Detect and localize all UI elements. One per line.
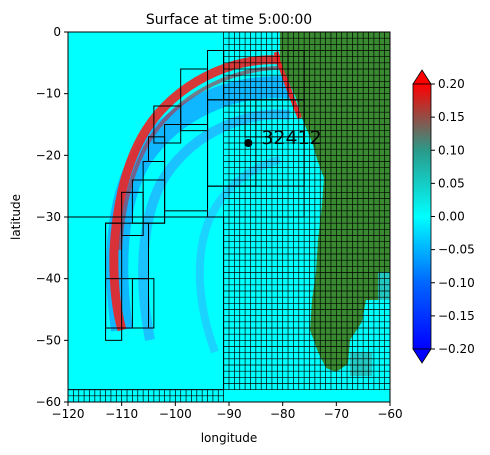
fine-grid-coastal xyxy=(223,32,390,391)
wave-inner-ring-2 xyxy=(195,156,281,354)
patch-crest-7 xyxy=(121,191,144,236)
x-axis: −120 −110 −100 −90 −80 −70 −60 xyxy=(52,402,403,421)
x-tick-label: −110 xyxy=(105,407,138,421)
land-sea-shading xyxy=(350,272,390,376)
wave-coastal-crest xyxy=(273,51,303,119)
x-tick-label: −60 xyxy=(377,407,402,421)
y-tick-label: −10 xyxy=(36,87,61,101)
gauge-marker xyxy=(244,139,253,147)
colorbar-tick-label: −0.20 xyxy=(438,342,475,356)
patch-mid-top-left xyxy=(223,50,289,101)
plot-area xyxy=(68,32,390,402)
y-tick-label: −60 xyxy=(36,395,61,409)
x-tick-label: −100 xyxy=(159,407,192,421)
y-tick-label: −20 xyxy=(36,148,61,162)
x-tick-label: −80 xyxy=(270,407,295,421)
colorbar-extend-max xyxy=(412,69,432,85)
colorbar-tick-label: −0.10 xyxy=(438,276,475,290)
land-south-america xyxy=(280,32,390,372)
wave-crest-shadow xyxy=(118,65,289,251)
colorbar-tick-label: 0.05 xyxy=(438,176,465,190)
y-tick-label: −40 xyxy=(36,272,61,286)
colorbar-tick-label: 0.00 xyxy=(438,210,465,224)
colorbar-extend-min xyxy=(412,348,432,364)
gauge-label: 32412 xyxy=(261,127,321,149)
colorbar-tick-label: 0.15 xyxy=(438,110,465,124)
colorbar-tick-label: 0.10 xyxy=(438,143,465,157)
x-tick-label: −120 xyxy=(52,407,85,421)
y-tick-label: −50 xyxy=(36,333,61,347)
coarse-patch-southwest xyxy=(68,216,225,391)
wave-crest xyxy=(109,55,283,332)
x-tick-label: −90 xyxy=(216,407,241,421)
y-axis-label: latitude xyxy=(9,194,23,240)
x-axis-label: longitude xyxy=(201,431,258,445)
x-tick-label: −70 xyxy=(324,407,349,421)
colorbar-tick-label: −0.05 xyxy=(438,243,475,257)
amr-grid xyxy=(68,32,390,402)
colorbar-tick-label: 0.20 xyxy=(438,77,465,91)
y-tick-label: −30 xyxy=(36,210,61,224)
colorbar: 0.20 0.15 0.10 0.05 0.00 −0.05 −0.10 −0.15 −0.20 xyxy=(412,69,475,364)
patch-crest-1 xyxy=(180,68,209,132)
wave-inner-ring xyxy=(138,109,291,341)
patch-crest-3 xyxy=(153,105,182,144)
patch-crest-11 xyxy=(105,278,155,329)
colorbar-gradient xyxy=(412,83,432,350)
chart-title: Surface at time 5:00:00 xyxy=(146,12,312,28)
colorbar-tick-label: −0.15 xyxy=(438,309,475,323)
y-tick-label: 0 xyxy=(53,25,61,39)
colorbar-ticks: 0.20 0.15 0.10 0.05 0.00 −0.05 −0.10 −0.15 −0.20 xyxy=(431,77,475,356)
fine-grid-south-strip xyxy=(68,389,224,402)
y-axis: 0 −10 −20 −30 −40 −50 −60 xyxy=(36,25,68,409)
